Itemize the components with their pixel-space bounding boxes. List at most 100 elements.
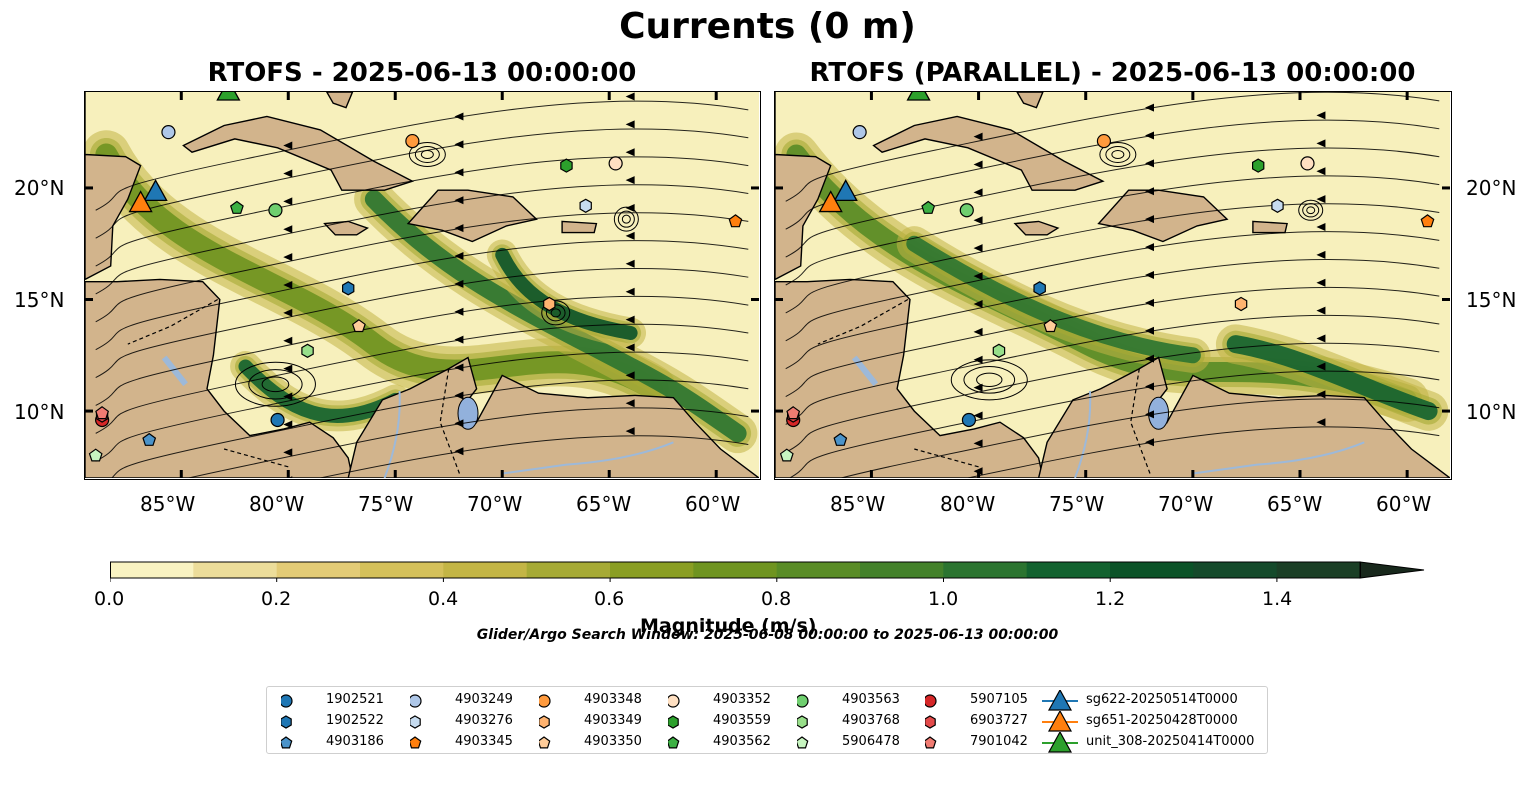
legend-circle-icon[interactable] bbox=[410, 694, 422, 708]
current-band bbox=[1226, 335, 1438, 421]
float-marker-4903352[interactable] bbox=[1300, 156, 1315, 171]
float-marker-1902522[interactable] bbox=[342, 281, 355, 296]
float-marker-4903563[interactable] bbox=[268, 203, 283, 218]
float-marker-4903768[interactable] bbox=[992, 343, 1006, 358]
streamline bbox=[95, 212, 749, 323]
map-panel-rtofs[interactable] bbox=[84, 91, 761, 480]
float-marker-4903352[interactable] bbox=[608, 156, 623, 171]
float-marker-4903348[interactable] bbox=[405, 133, 420, 149]
legend-hexagon-icon[interactable] bbox=[797, 715, 808, 729]
legend-hexagon-icon[interactable] bbox=[925, 715, 936, 729]
streamline bbox=[839, 398, 1440, 478]
legend-circle-icon[interactable] bbox=[281, 694, 293, 708]
colorbar-segment bbox=[1193, 562, 1278, 578]
land-jamaica bbox=[1013, 220, 1060, 236]
float-marker-4903559[interactable] bbox=[560, 158, 573, 173]
legend-pentagon-icon[interactable] bbox=[539, 736, 551, 749]
float-marker-1902522[interactable] bbox=[1033, 281, 1046, 296]
float-marker-4903276[interactable] bbox=[579, 198, 592, 213]
legend-circle-icon[interactable] bbox=[797, 694, 809, 708]
legend-pentagon-icon[interactable] bbox=[797, 736, 809, 749]
float-marker-4903345[interactable] bbox=[728, 214, 743, 228]
eddy-streamline bbox=[248, 369, 303, 400]
float-marker-4903768[interactable] bbox=[301, 343, 314, 358]
streamline-arrow bbox=[454, 168, 464, 177]
streamline-arrow bbox=[283, 253, 293, 262]
streamline-arrow bbox=[973, 299, 983, 308]
float-marker-4903562[interactable] bbox=[229, 200, 244, 214]
legend-hexagon-icon[interactable] bbox=[410, 715, 421, 729]
float-marker-4903563[interactable] bbox=[959, 203, 974, 218]
legend-hexagon-icon[interactable] bbox=[281, 715, 292, 729]
legend-pentagon-icon[interactable] bbox=[410, 736, 422, 749]
colorbar bbox=[109, 560, 1430, 582]
lon-tick-65w: 65°W bbox=[576, 492, 632, 516]
streamline bbox=[95, 184, 749, 295]
land-bahamas bbox=[1016, 92, 1044, 109]
lon-tick-65w-right: 65°W bbox=[1267, 492, 1323, 516]
float-marker-4903350[interactable] bbox=[351, 319, 366, 333]
float-marker-4903348[interactable] bbox=[1096, 133, 1112, 149]
streamline bbox=[317, 435, 749, 478]
glider-marker-sg651-20250428T0000[interactable] bbox=[818, 190, 843, 213]
float-marker-4903249[interactable] bbox=[161, 125, 176, 140]
streamline-arrow bbox=[1316, 418, 1326, 427]
float-marker-4903276[interactable] bbox=[1271, 198, 1284, 213]
streamline-arrow bbox=[625, 427, 635, 436]
legend-pentagon-icon[interactable] bbox=[925, 736, 937, 749]
map-panel-parallel[interactable] bbox=[774, 91, 1452, 480]
legend-circle-icon[interactable] bbox=[539, 694, 551, 708]
streamline bbox=[95, 267, 749, 379]
float-marker-1902521[interactable] bbox=[270, 412, 285, 428]
eddy-streamline bbox=[541, 300, 571, 326]
float-marker-5906478[interactable] bbox=[88, 448, 103, 462]
glider-marker-unit_308-20250414T0000[interactable] bbox=[216, 92, 241, 101]
eddy-streamline bbox=[414, 145, 440, 163]
legend-label: 4903186 bbox=[326, 734, 384, 749]
legend-circle-icon[interactable] bbox=[668, 694, 680, 708]
land-puerto-rico bbox=[561, 220, 598, 234]
glider-marker-sg651-20250428T0000[interactable] bbox=[128, 190, 153, 213]
float-marker-4903349[interactable] bbox=[543, 296, 556, 312]
panel-title-rtofs: RTOFS - 2025-06-13 00:00:00 bbox=[207, 58, 637, 88]
glider-marker-sg622-20250514T0000[interactable] bbox=[143, 179, 168, 202]
legend-triangle-icon bbox=[1047, 711, 1073, 732]
streamline bbox=[785, 342, 1440, 453]
legend-triangle-icon bbox=[1047, 732, 1073, 753]
float-marker-1902521[interactable] bbox=[961, 412, 977, 428]
legend-hexagon-icon[interactable] bbox=[668, 715, 679, 729]
float-marker-4903186[interactable] bbox=[833, 432, 848, 446]
streamline-arrow bbox=[625, 371, 635, 380]
colorbar-segment bbox=[1110, 562, 1194, 578]
colorbar-tick-2: 0.4 bbox=[428, 588, 459, 610]
colorbar-label: Magnitude (m/s) bbox=[640, 615, 817, 637]
streamline-arrow bbox=[1145, 438, 1154, 447]
glider-marker-sg622-20250514T0000[interactable] bbox=[833, 179, 858, 202]
streamline-arrow bbox=[973, 216, 983, 225]
float-marker-4903559[interactable] bbox=[1252, 158, 1265, 173]
legend-hexagon-icon[interactable] bbox=[539, 715, 550, 729]
float-marker-4903249[interactable] bbox=[852, 125, 867, 140]
streamline-arrow bbox=[283, 141, 293, 150]
glider-marker-unit_308-20250414T0000[interactable] bbox=[906, 92, 931, 101]
streamline-arrow bbox=[454, 140, 464, 149]
float-marker-7901042[interactable] bbox=[786, 406, 801, 420]
river bbox=[383, 390, 401, 478]
colorbar-tick-7: 1.4 bbox=[1262, 588, 1293, 610]
float-marker-4903350[interactable] bbox=[1043, 319, 1058, 333]
legend-pentagon-icon[interactable] bbox=[281, 736, 293, 749]
float-marker-4903345[interactable] bbox=[1420, 214, 1435, 228]
float-marker-5906478[interactable] bbox=[779, 448, 794, 462]
legend-circle-icon[interactable] bbox=[925, 694, 937, 708]
float-marker-4903186[interactable] bbox=[142, 432, 157, 446]
float-marker-4903562[interactable] bbox=[921, 200, 936, 214]
streamline-arrow bbox=[1145, 215, 1154, 224]
streamline bbox=[95, 295, 749, 406]
float-marker-7901042[interactable] bbox=[95, 406, 110, 420]
streamline-arrow bbox=[625, 259, 635, 268]
streamline-arrow bbox=[283, 225, 293, 234]
streamline-arrow bbox=[283, 336, 293, 345]
legend-pentagon-icon[interactable] bbox=[668, 736, 680, 749]
float-marker-4903349[interactable] bbox=[1234, 296, 1248, 312]
eddy-streamline bbox=[1105, 145, 1131, 163]
